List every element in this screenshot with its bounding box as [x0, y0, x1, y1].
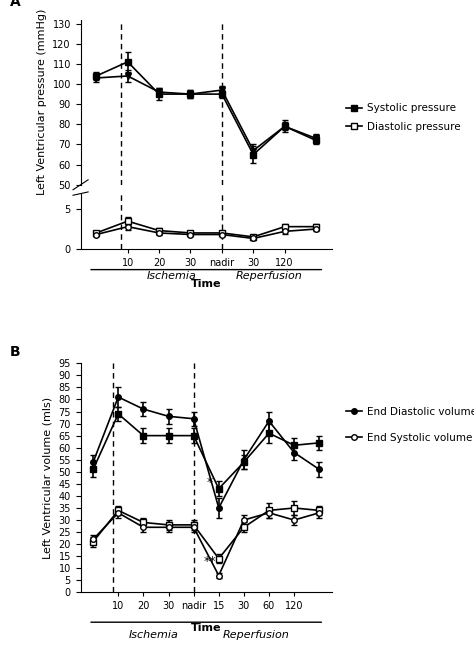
Legend: End Diastolic volume, End Systolic volume: End Diastolic volume, End Systolic volum…	[342, 403, 474, 447]
Y-axis label: Left Ventricular pressure (mmHg): Left Ventricular pressure (mmHg)	[37, 9, 47, 195]
Text: Ischemia: Ischemia	[147, 271, 197, 281]
Text: Reperfusion: Reperfusion	[236, 271, 302, 281]
Text: **: **	[204, 555, 216, 568]
Y-axis label: Left Ventricular volume (mls): Left Ventricular volume (mls)	[43, 396, 53, 559]
Legend: Systolic pressure, Diastolic pressure: Systolic pressure, Diastolic pressure	[342, 99, 465, 136]
X-axis label: Time: Time	[191, 622, 221, 633]
Text: B: B	[10, 346, 21, 359]
X-axis label: Time: Time	[191, 279, 221, 289]
Text: A: A	[10, 0, 21, 9]
Text: Reperfusion: Reperfusion	[223, 630, 290, 640]
Text: *: *	[207, 476, 213, 489]
Text: Ischemia: Ischemia	[128, 630, 178, 640]
